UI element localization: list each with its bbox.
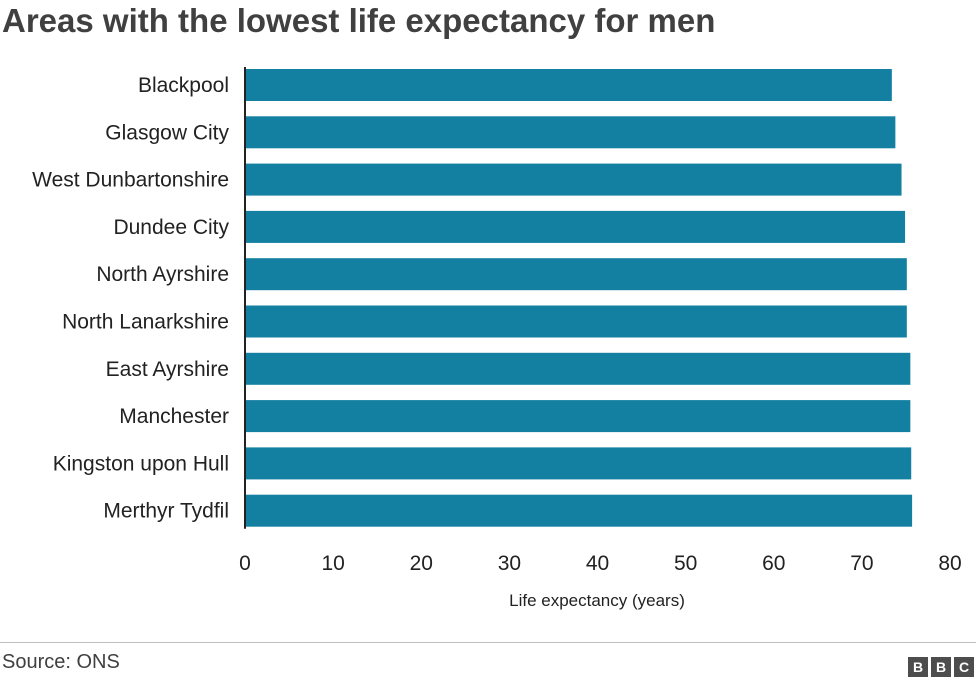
- x-tick-50: 50: [674, 552, 697, 575]
- bar-dundee-city: [245, 210, 906, 243]
- bbc-logo: B B C: [908, 657, 974, 677]
- bar-manchester: [245, 400, 911, 433]
- x-axis-label: Life expectancy (years): [509, 591, 685, 610]
- category-label-north-ayrshire: North Ayrshire: [96, 263, 229, 286]
- logo-letter-b2: B: [931, 657, 951, 677]
- category-label-north-lanarkshire: North Lanarkshire: [62, 311, 229, 334]
- category-label-blackpool: Blackpool: [138, 74, 229, 97]
- x-tick-labels: 0 10 20 30 40 50 60 70 80: [239, 552, 962, 575]
- bar-blackpool: [245, 69, 892, 101]
- x-tick-10: 10: [321, 552, 344, 575]
- bar-glasgow-city: [245, 116, 896, 149]
- logo-letter-b1: B: [908, 657, 928, 677]
- bar-kingston-upon-hull: [245, 447, 912, 480]
- footer-divider: [0, 642, 976, 643]
- logo-letter-c: C: [954, 657, 974, 677]
- x-tick-30: 30: [498, 552, 521, 575]
- x-tick-0: 0: [239, 552, 251, 575]
- source-note: Source: ONS: [2, 651, 120, 673]
- category-label-kingston-upon-hull: Kingston upon Hull: [53, 452, 229, 475]
- x-tick-80: 80: [938, 552, 961, 575]
- category-labels: Blackpool Glasgow City West Dunbartonshire…: [32, 74, 229, 523]
- category-label-manchester: Manchester: [119, 405, 229, 428]
- category-label-merthyr-tydfil: Merthyr Tydfil: [103, 500, 229, 523]
- bar-north-lanarkshire: [245, 305, 907, 338]
- bar-east-ayrshire: [245, 352, 911, 385]
- bar-north-ayrshire: [245, 258, 907, 291]
- x-tick-70: 70: [850, 552, 873, 575]
- x-tick-60: 60: [762, 552, 785, 575]
- x-tick-20: 20: [410, 552, 433, 575]
- category-label-east-ayrshire: East Ayrshire: [106, 358, 229, 381]
- bars-group: [245, 69, 913, 527]
- category-label-west-dunbartonshire: West Dunbartonshire: [32, 169, 229, 192]
- bar-merthyr-tydfil: [245, 494, 913, 527]
- bar-chart: Blackpool Glasgow City West Dunbartonshire…: [32, 67, 962, 610]
- category-label-dundee-city: Dundee City: [113, 216, 229, 239]
- x-tick-40: 40: [586, 552, 609, 575]
- chart-title: Areas with the lowest life expectancy fo…: [2, 2, 716, 39]
- category-label-glasgow-city: Glasgow City: [105, 121, 229, 144]
- bar-west-dunbartonshire: [245, 163, 902, 196]
